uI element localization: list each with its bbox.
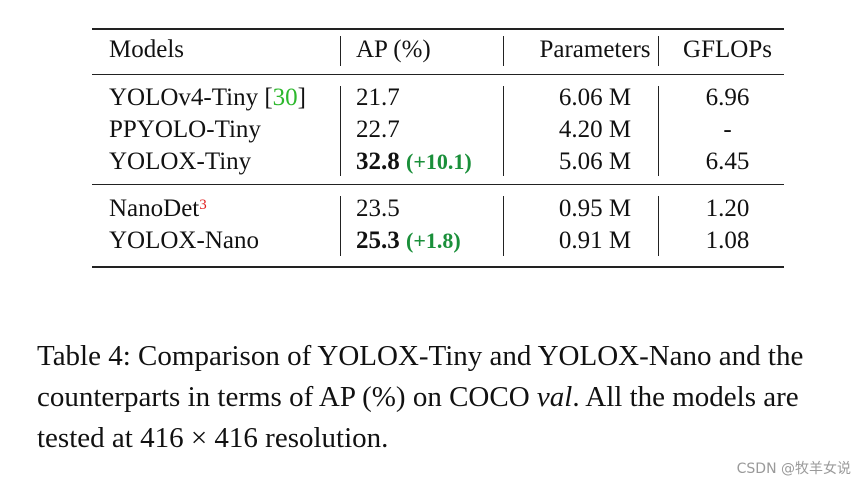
- model-name: PPYOLO-Tiny: [109, 116, 261, 143]
- column-separator: [503, 36, 504, 66]
- column-separator: [503, 86, 504, 176]
- params-value: 0.95 M: [558, 195, 632, 222]
- model-name: YOLOX-Nano: [109, 227, 259, 254]
- ap-delta: (+10.1): [406, 149, 472, 174]
- watermark: CSDN @牧羊女说: [736, 461, 851, 477]
- ap-value: 22.7: [356, 116, 400, 143]
- citation-link[interactable]: 30: [272, 84, 298, 111]
- column-separator: [658, 196, 659, 256]
- ap-value: 32.8 (+10.1): [356, 148, 472, 175]
- ap-delta: (+1.8): [406, 228, 461, 253]
- ap-value: 25.3 (+1.8): [356, 227, 461, 254]
- top-rule: [92, 28, 784, 30]
- ap-value: 21.7: [356, 84, 400, 111]
- header-rule: [92, 74, 784, 75]
- column-separator: [658, 36, 659, 66]
- footnote-marker[interactable]: 3: [199, 197, 207, 213]
- header-gflops: GFLOPs: [683, 36, 772, 63]
- header-ap: AP (%): [356, 36, 431, 63]
- model-name: NanoDet3: [109, 195, 207, 222]
- column-separator: [658, 86, 659, 176]
- gflops-value: 1.08: [705, 227, 750, 254]
- ap-value: 23.5: [356, 195, 400, 222]
- column-separator: [340, 86, 341, 176]
- column-separator: [340, 36, 341, 66]
- caption-label: Table 4:: [37, 340, 131, 372]
- column-separator: [340, 196, 341, 256]
- params-value: 4.20 M: [558, 116, 632, 143]
- group-rule: [92, 184, 784, 185]
- gflops-value: 6.45: [705, 148, 750, 175]
- header-parameters: Parameters: [539, 36, 651, 63]
- header-models: Models: [109, 36, 184, 63]
- bottom-rule: [92, 266, 784, 268]
- params-value: 5.06 M: [558, 148, 632, 175]
- column-separator: [503, 196, 504, 256]
- gflops-value: -: [723, 116, 732, 143]
- params-value: 0.91 M: [558, 227, 632, 254]
- gflops-value: 1.20: [705, 195, 750, 222]
- table-caption: Table 4: Comparison of YOLOX-Tiny and YO…: [37, 340, 804, 454]
- gflops-value: 6.96: [705, 84, 750, 111]
- model-name: YOLOX-Tiny: [109, 148, 252, 175]
- model-name: YOLOv4-Tiny [30]: [109, 84, 306, 111]
- params-value: 6.06 M: [558, 84, 632, 111]
